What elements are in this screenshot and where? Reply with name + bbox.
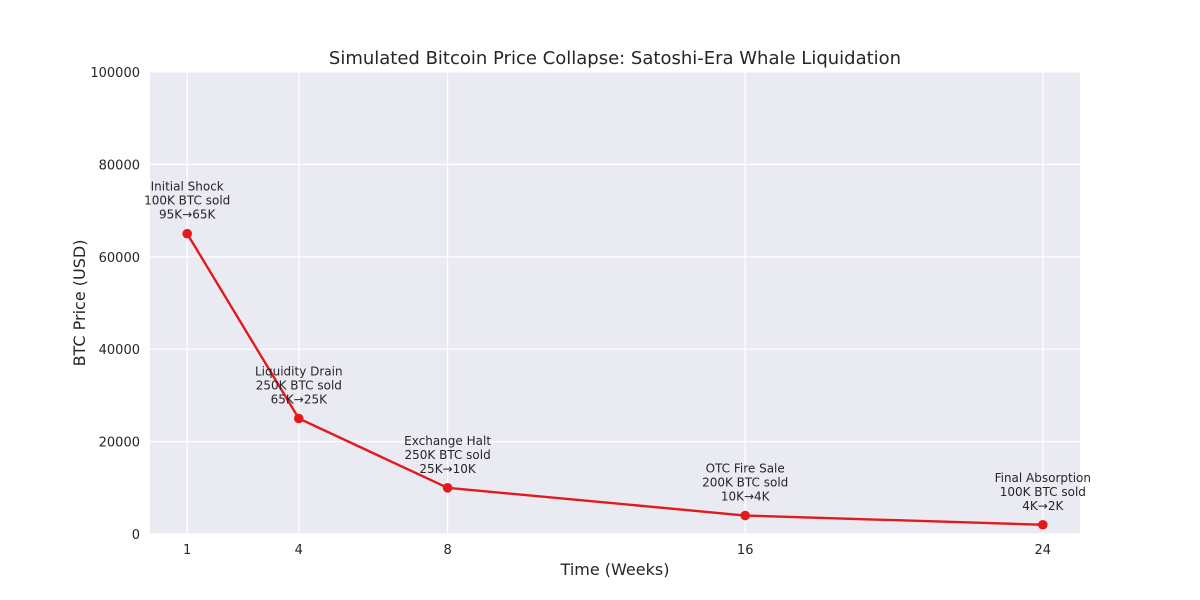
x-tick-label: 24 [1035, 543, 1052, 558]
data-point [442, 483, 453, 493]
annotation-line: 100K BTC sold [1000, 485, 1086, 499]
annotation-line: 25K→10K [419, 462, 476, 476]
x-tick-label: 4 [295, 543, 303, 558]
annotation-line: Initial Shock [151, 180, 224, 194]
x-axis-label: Time (Weeks) [560, 560, 670, 579]
y-tick-label: 60000 [99, 251, 140, 266]
annotation-line: 200K BTC sold [702, 476, 788, 490]
data-point [740, 510, 750, 521]
annotation-line: 10K→4K [721, 490, 771, 504]
plot-background [150, 72, 1080, 534]
grid-lines [150, 71, 1080, 535]
y-axis-ticks: 0 20000 40000 60000 80000 100000 [90, 66, 140, 543]
y-tick-label: 100000 [90, 66, 140, 81]
annotation-line: 95K→65K [159, 208, 216, 222]
annotation-line: 250K BTC sold [405, 448, 491, 462]
annotation-line: Final Absorption [995, 471, 1091, 485]
y-tick-label: 20000 [99, 436, 140, 451]
annotation-line: Liquidity Drain [255, 365, 343, 379]
annotation-line: 4K→2K [1022, 499, 1064, 513]
annotation-line: 65K→25K [271, 393, 328, 407]
data-point [182, 228, 192, 239]
data-point [1038, 519, 1048, 530]
annotation-line: 100K BTC sold [144, 194, 230, 208]
x-tick-label: 8 [443, 543, 451, 558]
x-tick-label: 16 [737, 543, 754, 558]
annotation-line: 250K BTC sold [256, 379, 342, 393]
data-points [182, 228, 1048, 530]
data-point [294, 413, 304, 424]
annotation-line: Exchange Halt [404, 434, 491, 448]
chart-title: Simulated Bitcoin Price Collapse: Satosh… [329, 48, 901, 69]
y-axis-label: BTC Price (USD) [70, 240, 89, 367]
y-tick-label: 0 [132, 528, 140, 543]
annotation-line: OTC Fire Sale [706, 462, 785, 476]
x-axis-ticks: 1 4 8 16 24 [183, 543, 1051, 558]
y-tick-label: 80000 [99, 158, 140, 173]
x-tick-label: 1 [183, 543, 191, 558]
y-tick-label: 40000 [99, 343, 140, 358]
